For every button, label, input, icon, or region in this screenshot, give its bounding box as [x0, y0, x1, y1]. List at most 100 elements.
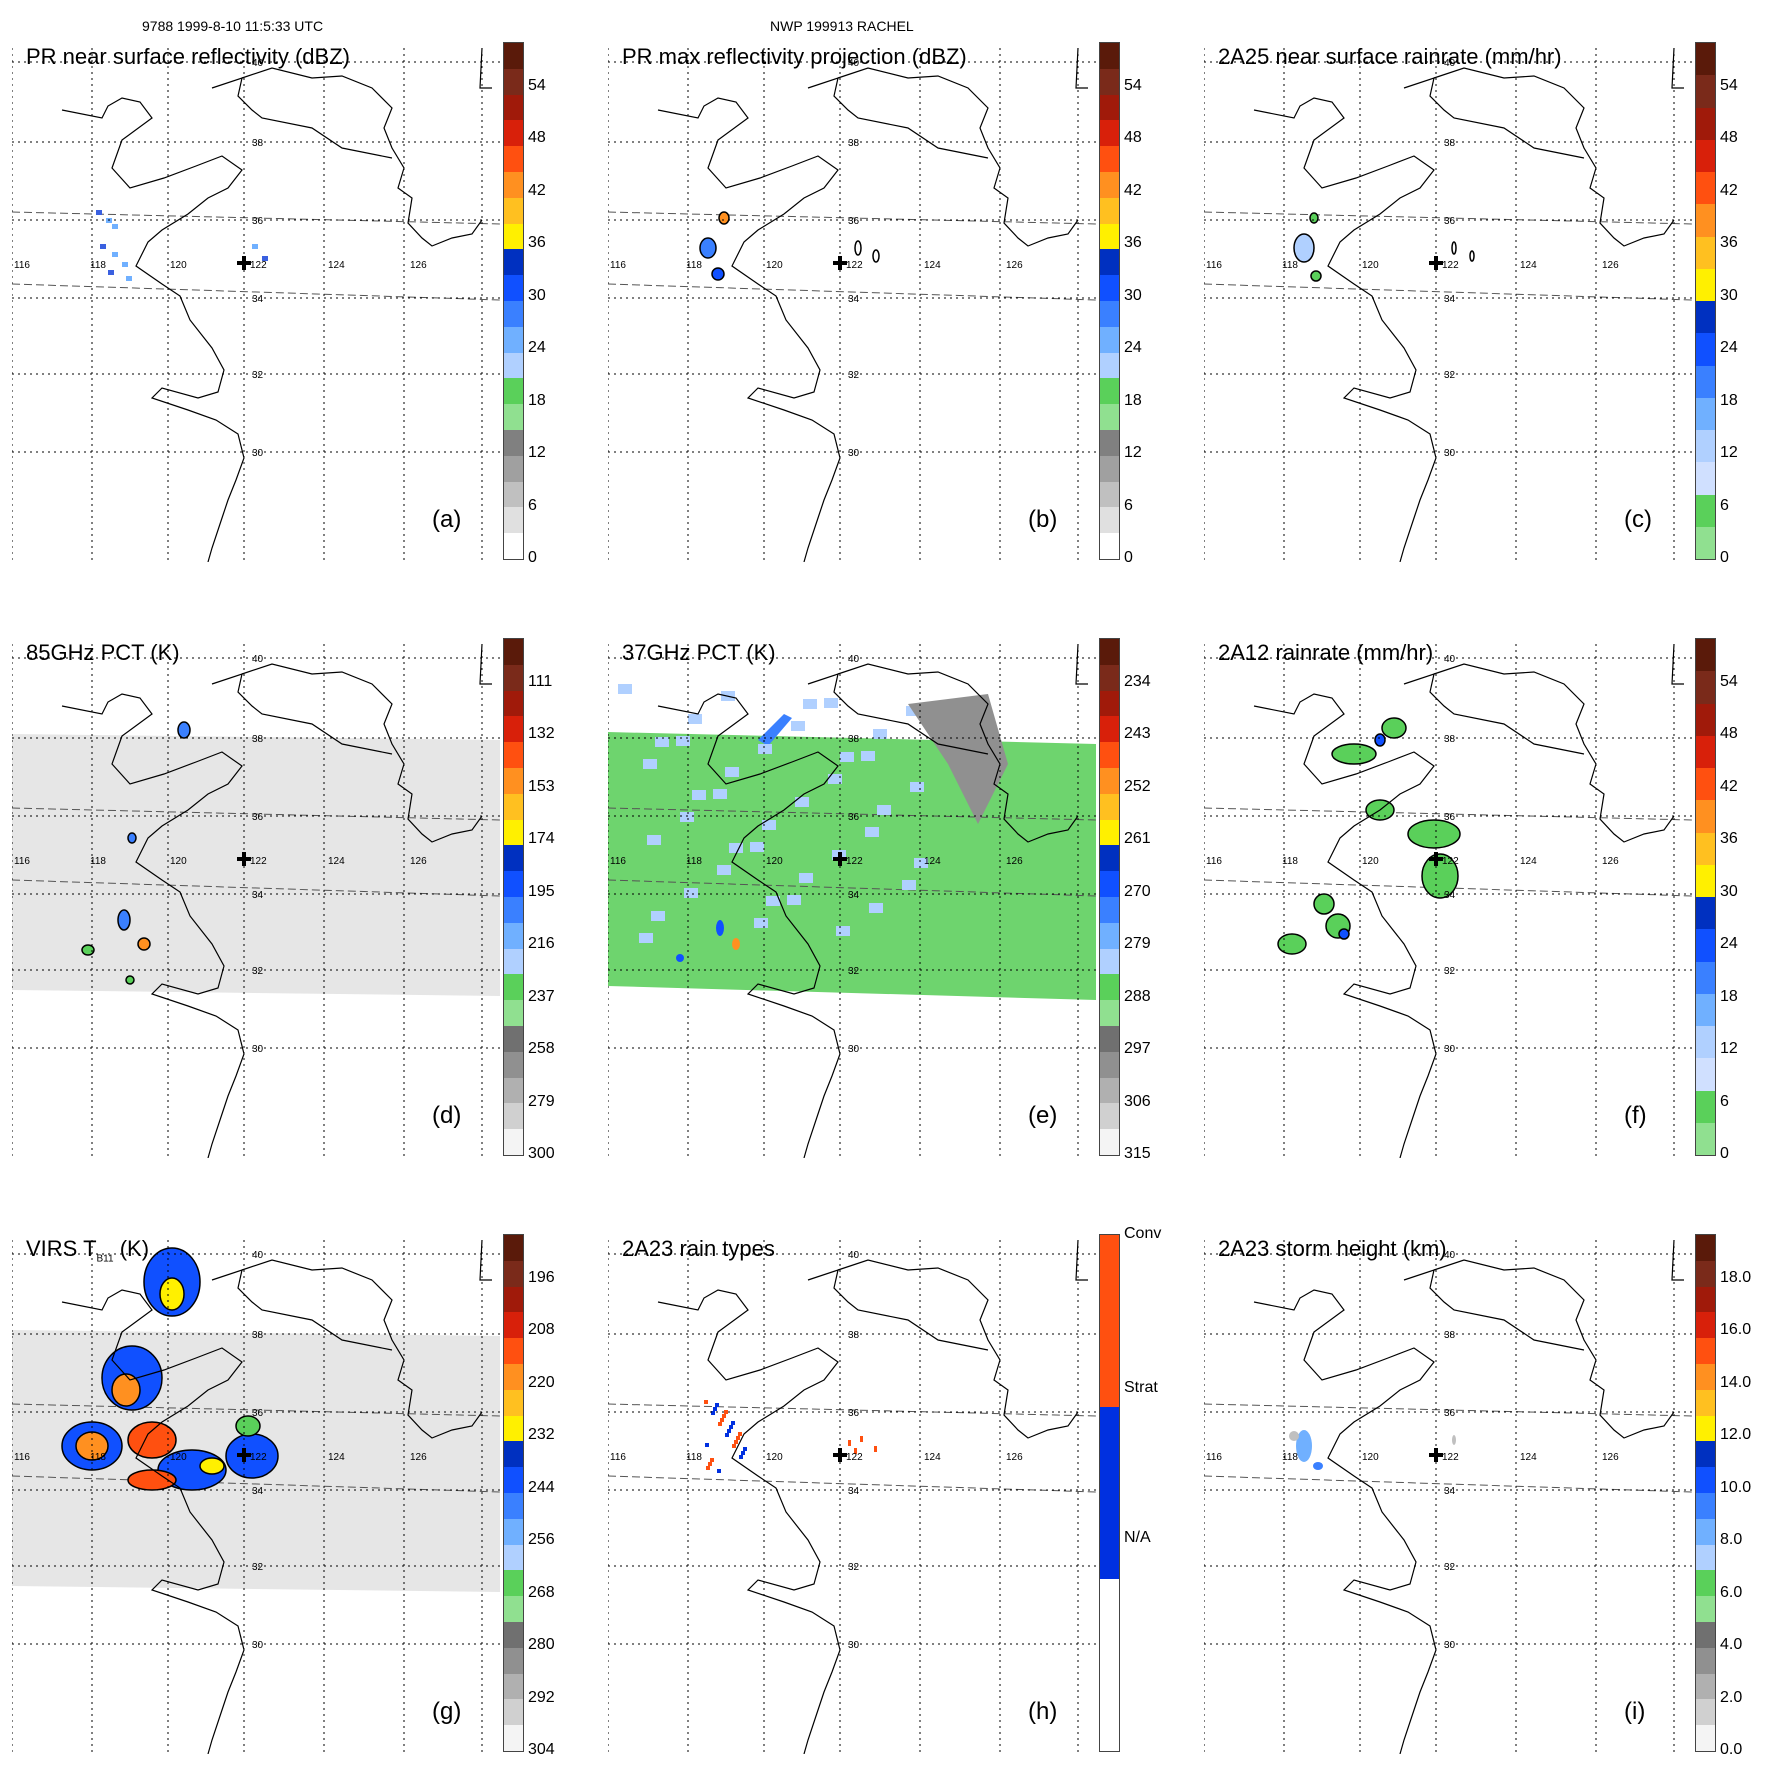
lat-tick-label: 40	[252, 1250, 264, 1261]
colorbar-tick-label: 6	[528, 496, 537, 514]
colorbar-tick-label: 18	[1720, 391, 1738, 409]
echo-cell	[791, 721, 805, 731]
coastline	[241, 67, 483, 247]
colorbar-bin	[1100, 533, 1119, 559]
lon-tick-label: 118	[1282, 856, 1298, 867]
colorbar-bin	[504, 1103, 523, 1130]
echo-cell	[692, 790, 706, 800]
echo-cell	[869, 903, 883, 913]
colorbar-bin	[504, 742, 523, 768]
colorbar-bin	[1696, 639, 1715, 672]
colorbar-bin	[1100, 664, 1119, 691]
echo-cell	[795, 797, 809, 807]
colorbar	[503, 638, 524, 1156]
header-orbit-time: 9788 1999-8-10 11:5:33 UTC	[142, 18, 324, 34]
colorbar-tick-label: 10.0	[1720, 1478, 1752, 1496]
colorbar-tick-label: 280	[528, 1636, 555, 1654]
echo-cell	[111, 1373, 141, 1407]
panel-b: 40 38 36 34 32 30 116 118 120 122 124 126 PR max ref…	[596, 0, 1186, 580]
storm-center-marker	[237, 256, 251, 270]
colorbar-tick-label: 6	[1720, 496, 1729, 514]
colorbar-bin	[1696, 1699, 1715, 1726]
echo-cell	[848, 1440, 851, 1446]
lon-tick-label: 116	[610, 856, 626, 867]
colorbar-tick-label: 36	[1720, 234, 1738, 252]
colorbar-tick-label: 0	[1720, 1145, 1729, 1162]
colorbar-tick-label: 30	[1720, 286, 1738, 304]
echo-cell	[734, 1440, 738, 1444]
lat-tick-label: 34	[1444, 294, 1456, 305]
swath-edge	[608, 1475, 1096, 1493]
coastline	[807, 1269, 989, 1351]
lon-tick-label: 118	[90, 1452, 106, 1463]
colorbar-bin	[504, 1647, 523, 1674]
echo-cell	[1296, 1430, 1312, 1462]
coastline	[1433, 1259, 1675, 1439]
colorbar-bin	[1100, 1235, 1119, 1293]
colorbar-bin	[1696, 1122, 1715, 1155]
colorbar-tick-label: 196	[528, 1269, 555, 1286]
coastline	[837, 663, 1079, 843]
colorbar-bin	[1696, 430, 1715, 463]
coastline	[1075, 644, 1088, 685]
colorbar-bin	[1100, 352, 1119, 379]
echo-cell	[877, 805, 891, 815]
lat-tick-label: 34	[1444, 1486, 1456, 1497]
colorbar-bin	[1696, 1312, 1715, 1339]
echo-cell	[718, 211, 730, 225]
colorbar-bin	[504, 1441, 523, 1468]
echo-cell	[725, 1433, 729, 1437]
echo-cell	[716, 920, 724, 936]
lat-tick-label: 38	[848, 138, 860, 149]
colorbar-bin	[1100, 249, 1119, 276]
lat-tick-label: 30	[848, 448, 860, 459]
lon-tick-label: 122	[1442, 260, 1459, 271]
colorbar-bin	[1696, 462, 1715, 495]
lat-tick-label: 34	[252, 294, 264, 305]
echo-cell	[127, 1469, 177, 1491]
storm-center-marker	[237, 852, 251, 866]
lat-tick-label: 38	[1444, 734, 1456, 745]
colorbar-tick-label: Conv	[1124, 1225, 1162, 1242]
echo-cell	[729, 843, 743, 853]
colorbar-tick-label: 232	[528, 1426, 555, 1444]
colorbar-bin	[1696, 75, 1715, 108]
colorbar-bin	[1696, 1026, 1715, 1059]
colorbar-bin	[1100, 1464, 1119, 1522]
echo-cell	[177, 721, 191, 739]
echo-cell	[840, 752, 854, 762]
colorbar-bin	[504, 455, 523, 482]
colorbar-ticks: Conv Strat N/A	[1124, 1225, 1184, 1752]
echo-cell	[743, 1447, 747, 1451]
echo-cell	[732, 938, 740, 950]
colorbar-tick-label: 30	[1720, 882, 1738, 900]
panel-letter: (h)	[1028, 1698, 1058, 1725]
colorbar-bin	[504, 690, 523, 717]
lat-tick-label: 36	[252, 216, 264, 227]
colorbar-ticks: 18.0 16.0 14.0 12.0 10.0 8.0 6.0 4.0 2.0 0.0	[1720, 1234, 1771, 1758]
coastline	[1075, 1240, 1088, 1281]
colorbar-bin	[1696, 800, 1715, 833]
lon-tick-label: 122	[250, 260, 267, 271]
lat-tick-label: 40	[1444, 1250, 1456, 1261]
echo-cell	[639, 933, 653, 943]
colorbar-bin	[1100, 1000, 1119, 1026]
colorbar-bin	[504, 1467, 523, 1493]
lon-tick-label: 124	[1520, 260, 1537, 271]
lat-tick-label: 40	[848, 58, 860, 69]
colorbar-tick-label: 279	[528, 1092, 555, 1110]
colorbar-bin	[1696, 1389, 1715, 1416]
colorbar-bin	[1100, 845, 1119, 872]
lon-tick-label: 122	[1442, 1452, 1459, 1463]
colorbar	[1695, 638, 1716, 1156]
colorbar-bin	[1696, 1058, 1715, 1091]
panel-a: 40 38 36 34 32 30 116 118 120 122 124 126 PR near su…	[0, 0, 590, 580]
lon-tick-label: 116	[1206, 260, 1222, 271]
echo-cell	[711, 1411, 715, 1415]
panel-title: VIRS TB11 (K)	[26, 1236, 150, 1265]
echo-cell	[713, 789, 727, 799]
colorbar-bin	[1696, 333, 1715, 366]
map-area: 40 38 36 34 32 30 116 118 120 122 124 126	[1204, 48, 1692, 562]
echo-cell	[722, 1414, 726, 1418]
echo-cell	[122, 262, 128, 267]
